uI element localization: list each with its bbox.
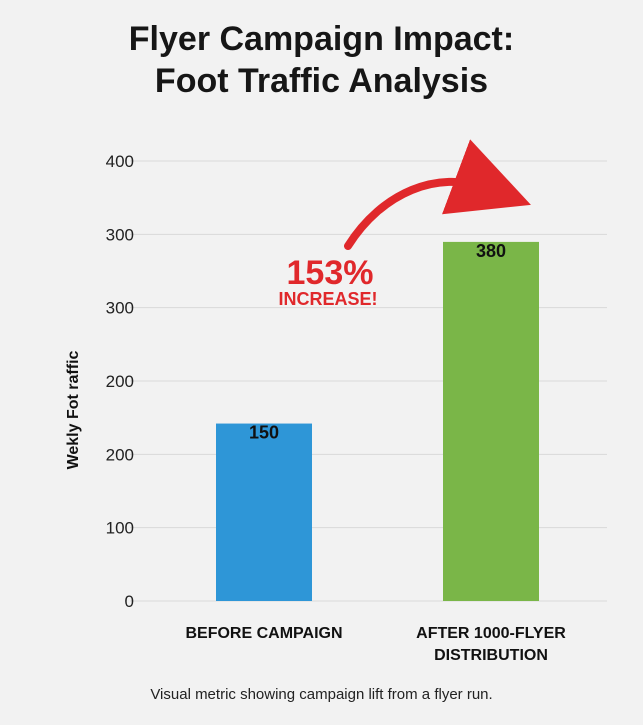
bars [216, 241, 539, 601]
y-axis-label: Wekly Fot raffic [65, 350, 82, 469]
data-label-2: 380 [476, 241, 506, 261]
y-tick-label: 200 [106, 372, 134, 391]
bar-1 [216, 423, 312, 601]
y-axis-ticks: 0 100 200 200 300 300 400 [106, 152, 134, 611]
increase-percent: 153% [287, 254, 374, 292]
y-tick-label: 300 [106, 299, 134, 318]
y-tick-label: 200 [106, 445, 134, 464]
chart-title-line-1: Flyer Campaign Impact: [128, 20, 515, 58]
chart-caption: Visual metric showing campaign lift from… [150, 686, 493, 703]
x-tick-label: BEFORE CAMPAIGN [185, 625, 342, 642]
increase-arrow-icon [344, 139, 531, 250]
x-tick-label: AFTER 1000-FLYER [416, 625, 566, 642]
x-axis-labels: BEFORE CAMPAIGN AFTER 1000-FLYER DISTRIBUT… [185, 625, 566, 664]
chart-title-line-2: Foot Traffic Analysis [154, 62, 489, 100]
data-label-1: 150 [249, 423, 279, 443]
y-tick-label: 100 [106, 519, 134, 538]
increase-label: INCREASE! [278, 289, 377, 309]
chart-title: Flyer Campaign Impact: Foot Traffic Anal… [0, 18, 643, 102]
y-tick-label: 0 [125, 592, 134, 611]
bar-2 [443, 241, 539, 601]
x-tick-label: DISTRIBUTION [434, 647, 548, 664]
data-labels: 150 380 [249, 241, 506, 443]
y-tick-label: 400 [106, 152, 134, 171]
y-tick-label: 300 [106, 225, 134, 244]
